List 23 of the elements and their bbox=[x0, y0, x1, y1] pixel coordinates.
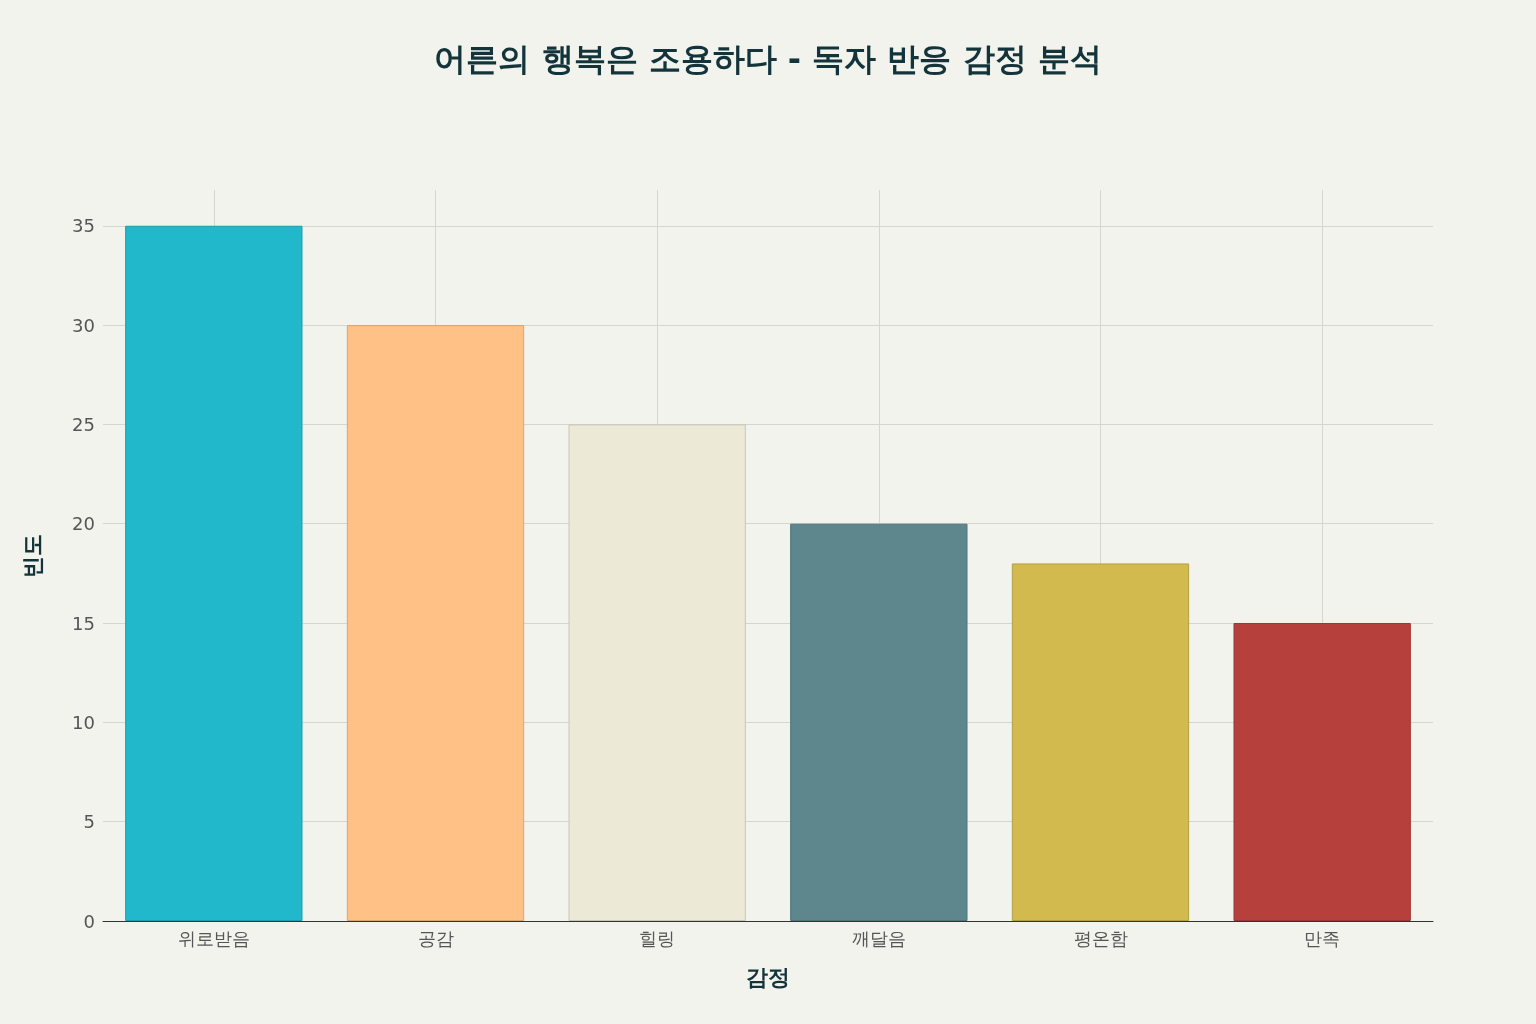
y-tick-label: 15 bbox=[72, 612, 95, 634]
x-axis-title: 감정 bbox=[746, 964, 790, 990]
x-tick-label: 평온함 bbox=[1073, 927, 1128, 949]
y-tick-label: 0 bbox=[83, 910, 95, 932]
bar bbox=[790, 523, 968, 921]
y-axis-title: 빈도 bbox=[19, 533, 45, 578]
bar bbox=[568, 424, 746, 921]
bar bbox=[1011, 563, 1190, 921]
y-tick-label: 20 bbox=[72, 513, 95, 535]
y-tick-label: 25 bbox=[72, 413, 95, 435]
bar bbox=[125, 225, 303, 921]
y-tick-label: 5 bbox=[83, 811, 95, 833]
y-tick-label: 30 bbox=[72, 314, 95, 336]
x-tick-label: 공감 bbox=[417, 927, 454, 949]
x-tick-label: 만족 bbox=[1304, 927, 1341, 949]
chart-title: 어른의 행복은 조용하다 - 독자 반응 감정 분석 bbox=[434, 40, 1102, 78]
y-tick-label: 10 bbox=[72, 711, 95, 733]
bar bbox=[346, 325, 525, 921]
x-tick-label: 위로받음 bbox=[177, 927, 250, 949]
x-tick-label: 깨달음 bbox=[851, 927, 906, 949]
bar bbox=[1233, 623, 1411, 921]
y-tick-label: 35 bbox=[72, 215, 95, 237]
x-tick-label: 힐링 bbox=[639, 927, 676, 949]
